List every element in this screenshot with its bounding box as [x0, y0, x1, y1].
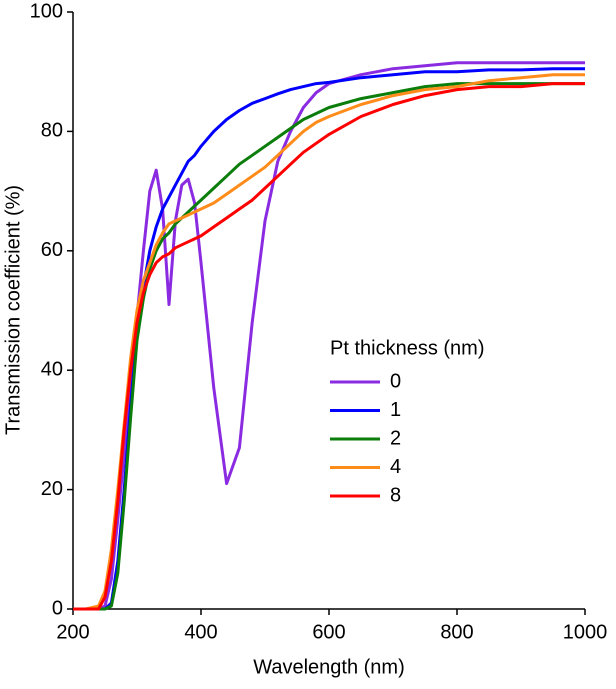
x-axis-label: Wavelength (nm)	[253, 656, 405, 678]
y-tick-label: 100	[30, 0, 63, 22]
legend-label: 2	[390, 427, 401, 449]
y-tick-label: 20	[41, 478, 63, 500]
y-tick-label: 80	[41, 120, 63, 142]
series-line	[73, 61, 585, 611]
series-line	[73, 67, 585, 611]
legend-label: 0	[390, 370, 401, 392]
legend-title: Pt thickness (nm)	[330, 337, 484, 359]
x-tick-label: 400	[184, 621, 217, 643]
y-tick-label: 40	[41, 358, 63, 380]
legend-label: 8	[390, 484, 401, 506]
series-line	[73, 82, 585, 611]
x-tick-label: 600	[312, 621, 345, 643]
legend-label: 4	[390, 456, 401, 478]
y-tick-label: 0	[52, 597, 63, 619]
x-tick-label: 200	[56, 621, 89, 643]
x-tick-label: 800	[440, 621, 473, 643]
series-line	[73, 73, 585, 611]
y-tick-label: 60	[41, 239, 63, 261]
x-tick-label: 1000	[563, 621, 608, 643]
legend-label: 1	[390, 399, 401, 421]
series-line	[73, 82, 585, 611]
y-axis-label: Transmission coefficient (%)	[2, 185, 24, 435]
